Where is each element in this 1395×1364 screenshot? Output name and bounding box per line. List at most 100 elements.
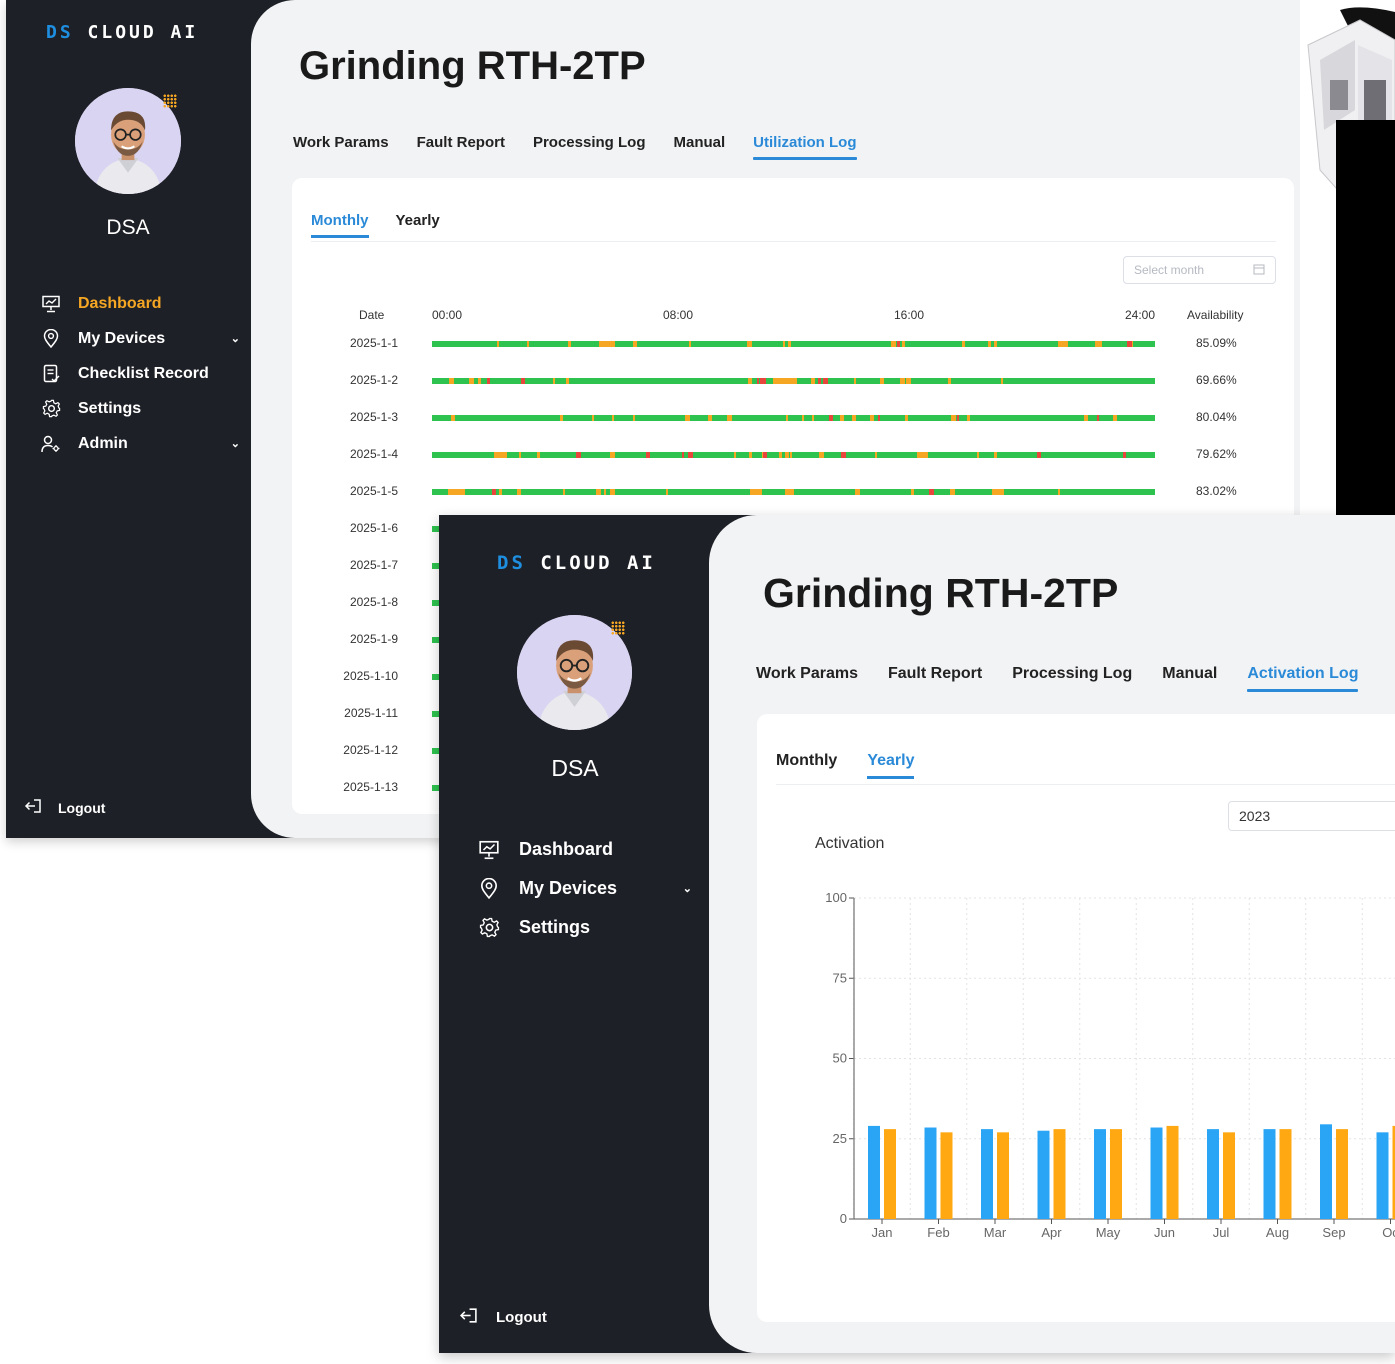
utilization-segment [902,341,905,347]
x-tick-label: Aug [1266,1225,1289,1240]
chevron-down-icon[interactable]: ⌄ [230,438,240,450]
brand-ds: DS [497,552,526,574]
utilization-segment [829,415,833,421]
utilization-segment [1123,452,1126,458]
utilization-bar[interactable] [432,378,1155,384]
avatar[interactable] [517,615,632,730]
bar-apr-series-1[interactable] [1037,1130,1050,1219]
month-picker[interactable]: Select month [1123,256,1276,284]
bar-mar-series-2[interactable] [997,1132,1009,1219]
utilization-bar[interactable] [432,452,1155,458]
utilization-segment [505,452,507,458]
utilization-bar[interactable] [432,711,440,717]
person-avatar-icon [75,88,181,194]
bar-sep-series-1[interactable] [1320,1124,1332,1219]
nav-item-settings[interactable]: Settings [40,391,240,426]
utilization-bar[interactable] [432,489,1155,495]
gear-icon [477,917,501,938]
nav-label: Checklist Record [78,364,209,382]
bar-jun-series-2[interactable] [1166,1125,1179,1219]
tab-manual[interactable]: Manual [1162,665,1218,682]
brand-logo[interactable]: DS CLOUD AI [497,552,656,574]
tab-monthly[interactable]: Monthly [776,752,838,769]
tab-processing-log[interactable]: Processing Log [532,134,646,151]
utilization-segment [497,341,499,347]
utilization-segment [448,489,465,495]
tab-processing-log[interactable]: Processing Log [1012,665,1133,682]
bar-jan-series-1[interactable] [868,1125,880,1219]
bar-may-series-2[interactable] [1110,1129,1122,1219]
bar-may-series-1[interactable] [1094,1129,1106,1219]
col-time-24: 24:00 [1125,308,1156,322]
utilization-segment [1113,415,1117,421]
utilization-segment [592,415,594,421]
bar-jan-series-2[interactable] [884,1129,896,1219]
logout-icon [24,798,42,817]
bar-jul-series-1[interactable] [1207,1129,1219,1219]
bar-apr-series-2[interactable] [1053,1129,1066,1219]
brand-logo[interactable]: DS CLOUD AI [46,22,198,43]
utilization-bar[interactable] [432,785,440,791]
tab-activation-log[interactable]: Activation Log [1247,665,1359,692]
utilization-segment [906,378,909,384]
table-row: 2025-1-1 85.09% [292,336,1294,356]
tab-utilization-log[interactable]: Utilization Log [753,134,857,160]
utilization-segment [487,378,490,384]
tab-fault-report[interactable]: Fault Report [887,665,983,682]
logout-button[interactable]: Logout [24,798,105,817]
utilization-bar[interactable] [432,526,440,532]
tab-yearly[interactable]: Yearly [395,212,440,229]
utilization-segment [870,415,874,421]
bar-aug-series-2[interactable] [1279,1129,1292,1219]
tab-fault-report[interactable]: Fault Report [416,134,505,151]
nav-item-dashboard[interactable]: Dashboard [477,830,692,869]
bar-mar-series-1[interactable] [981,1129,993,1219]
table-row: 2025-1-8 [292,595,1294,615]
bar-jul-series-2[interactable] [1223,1132,1235,1219]
bar-feb-series-2[interactable] [940,1132,953,1219]
utilization-bar[interactable] [432,563,440,569]
brand-name: CLOUD AI [87,22,199,43]
utilization-segment [878,415,880,421]
utilization-segment [841,452,846,458]
tab-work-params[interactable]: Work Params [293,134,389,151]
nav-item-admin[interactable]: Admin ⌄ [40,426,240,461]
row-date: 2025-1-2 [349,373,398,387]
nav-item-my-devices[interactable]: My Devices ⌄ [40,321,240,356]
tab-yearly[interactable]: Yearly [867,752,915,779]
utilization-segment [596,489,601,495]
x-tick-label: Sep [1322,1225,1345,1240]
utilization-segment [566,378,569,384]
bar-feb-series-1[interactable] [924,1127,937,1219]
utilization-segment [823,378,828,384]
tab-manual[interactable]: Manual [673,134,726,151]
bar-oc-series-2[interactable] [1392,1125,1395,1219]
utilization-segment [478,378,481,384]
bar-jun-series-1[interactable] [1150,1127,1163,1219]
col-availability: Availability [1187,308,1244,322]
chevron-down-icon[interactable]: ⌄ [230,333,240,345]
utilization-bar[interactable] [432,674,440,680]
utilization-bar[interactable] [432,415,1155,421]
x-tick-label: Feb [927,1225,949,1240]
nav-item-dashboard[interactable]: Dashboard [40,286,240,321]
nav-item-my-devices[interactable]: My Devices ⌄ [477,869,692,908]
bar-oc-series-1[interactable] [1376,1132,1389,1219]
tab-work-params[interactable]: Work Params [756,665,858,682]
utilization-bar[interactable] [432,341,1155,347]
nav-item-checklist-record[interactable]: Checklist Record [40,356,240,391]
year-picker[interactable]: 2023 → [1228,801,1395,831]
utilization-segment [994,341,997,347]
year-picker-value: 2023 [1239,808,1271,824]
utilization-bar[interactable] [432,748,440,754]
utilization-bar[interactable] [432,600,440,606]
bar-aug-series-1[interactable] [1263,1129,1276,1219]
utilization-bar[interactable] [432,637,440,643]
bar-sep-series-2[interactable] [1336,1129,1348,1219]
utilization-segment [992,489,1002,495]
tab-monthly[interactable]: Monthly [311,212,369,238]
nav-item-settings[interactable]: Settings [477,908,692,947]
chevron-down-icon[interactable]: ⌄ [682,883,692,895]
logout-button[interactable]: Logout [459,1307,547,1328]
arrow-right-icon: → [1393,808,1395,824]
